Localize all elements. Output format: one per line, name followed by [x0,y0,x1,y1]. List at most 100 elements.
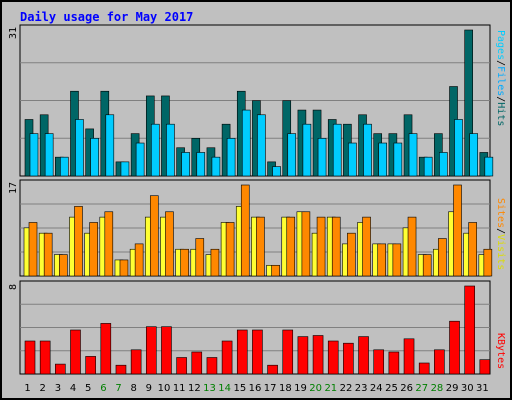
day-label-20: 20 [309,383,322,394]
bar-kbytes-day-20 [312,335,324,375]
axis-max-label-panel-1: 31 [8,27,19,39]
bar-files-day-20 [317,138,327,177]
bar-files-day-15 [241,109,251,177]
day-label-16: 16 [249,383,262,394]
bar-kbytes-day-12 [191,351,203,375]
bar-sites-day-30 [468,222,477,277]
bar-kbytes-day-31 [479,359,491,375]
bar-kbytes-day-3 [55,363,66,375]
bar-sites-day-12 [195,238,205,277]
bar-files-day-27 [423,156,433,177]
legend-entry: / [495,60,506,66]
day-label-23: 23 [355,383,368,394]
bar-files-day-14 [226,138,236,177]
bar-kbytes-day-16 [252,329,263,375]
bar-files-day-23 [363,123,372,177]
day-label-8: 8 [131,383,137,394]
bar-kbytes-day-4 [70,329,81,375]
bar-files-day-10 [166,123,175,177]
bar-sites-day-24 [377,243,387,277]
bar-files-day-28 [439,152,448,177]
bar-sites-day-9 [149,195,159,277]
bar-sites-day-8 [134,243,144,277]
legend-entry: Sites [495,198,506,228]
bar-files-day-17 [272,166,281,177]
bar-files-day-30 [469,133,478,177]
day-label-22: 22 [340,383,353,394]
bar-sites-day-10 [165,211,174,277]
bar-files-day-29 [454,119,463,177]
day-label-4: 4 [70,383,76,394]
bar-files-day-4 [75,119,84,177]
bar-files-day-24 [378,142,388,177]
bar-sites-day-19 [301,211,311,277]
bar-files-day-9 [150,123,160,177]
bar-files-day-2 [44,133,54,177]
bar-sites-day-2 [43,232,53,277]
bar-files-day-1 [29,133,39,177]
bar-sites-day-4 [74,206,83,277]
bar-files-day-31 [484,156,494,177]
legend-panel-2: Sites/Visits [495,198,506,270]
bar-sites-day-29 [453,184,462,277]
day-label-11: 11 [173,383,186,394]
bar-kbytes-day-28 [434,349,445,375]
legend-panel-3: KBytes [495,333,506,369]
bar-hits-day-30 [464,29,473,177]
bar-kbytes-day-9 [145,326,157,375]
bar-sites-day-25 [392,243,402,277]
bar-files-day-12 [196,152,206,177]
axis-max-label-panel-3: 8 [8,284,19,290]
bar-files-day-11 [181,152,190,177]
bar-kbytes-day-25 [388,351,400,375]
bar-kbytes-day-2 [39,340,51,375]
day-label-3: 3 [55,383,61,394]
day-label-25: 25 [385,383,398,394]
day-label-15: 15 [233,383,246,394]
day-label-29: 29 [446,383,459,394]
bar-kbytes-day-21 [327,340,339,375]
legend-entry: Files [495,66,506,96]
day-label-27: 27 [415,383,428,394]
legend-panel-1: Pages/Files/Hits [495,30,506,126]
bar-kbytes-day-6 [100,323,112,375]
bar-kbytes-day-26 [403,338,415,375]
bar-kbytes-day-18 [282,329,294,375]
legend-entry: KBytes [495,333,506,369]
day-label-19: 19 [294,383,307,394]
bar-kbytes-day-27 [418,362,430,375]
bar-files-day-19 [302,123,312,177]
bar-kbytes-day-10 [161,326,172,375]
day-label-9: 9 [146,383,152,394]
bar-kbytes-day-29 [449,320,460,375]
legend-entry: / [495,96,506,102]
day-label-18: 18 [279,383,292,394]
bar-kbytes-day-24 [373,349,385,375]
bar-sites-day-15 [240,184,250,277]
bar-sites-day-22 [347,232,356,277]
bar-kbytes-day-30 [464,285,475,375]
bar-sites-day-17 [271,264,280,277]
bar-files-day-5 [90,138,99,177]
axis-max-label-panel-2: 17 [8,182,19,194]
bar-kbytes-day-22 [343,342,354,375]
bar-sites-day-31 [483,248,493,277]
bar-sites-day-20 [316,216,326,277]
bar-files-day-13 [211,156,221,177]
bar-sites-day-21 [331,216,341,277]
day-label-1: 1 [24,383,30,394]
bar-kbytes-day-13 [206,357,218,375]
bar-files-day-6 [105,114,115,177]
bar-sites-day-26 [407,216,417,277]
bar-sites-day-11 [180,248,189,277]
day-label-17: 17 [264,383,277,394]
day-label-30: 30 [461,383,474,394]
bar-files-day-18 [287,133,297,177]
bar-sites-day-16 [256,216,265,277]
bar-kbytes-day-15 [236,329,248,375]
day-label-12: 12 [188,383,201,394]
bar-files-day-21 [332,123,342,177]
bar-kbytes-day-19 [297,336,309,375]
day-label-14: 14 [218,383,231,394]
